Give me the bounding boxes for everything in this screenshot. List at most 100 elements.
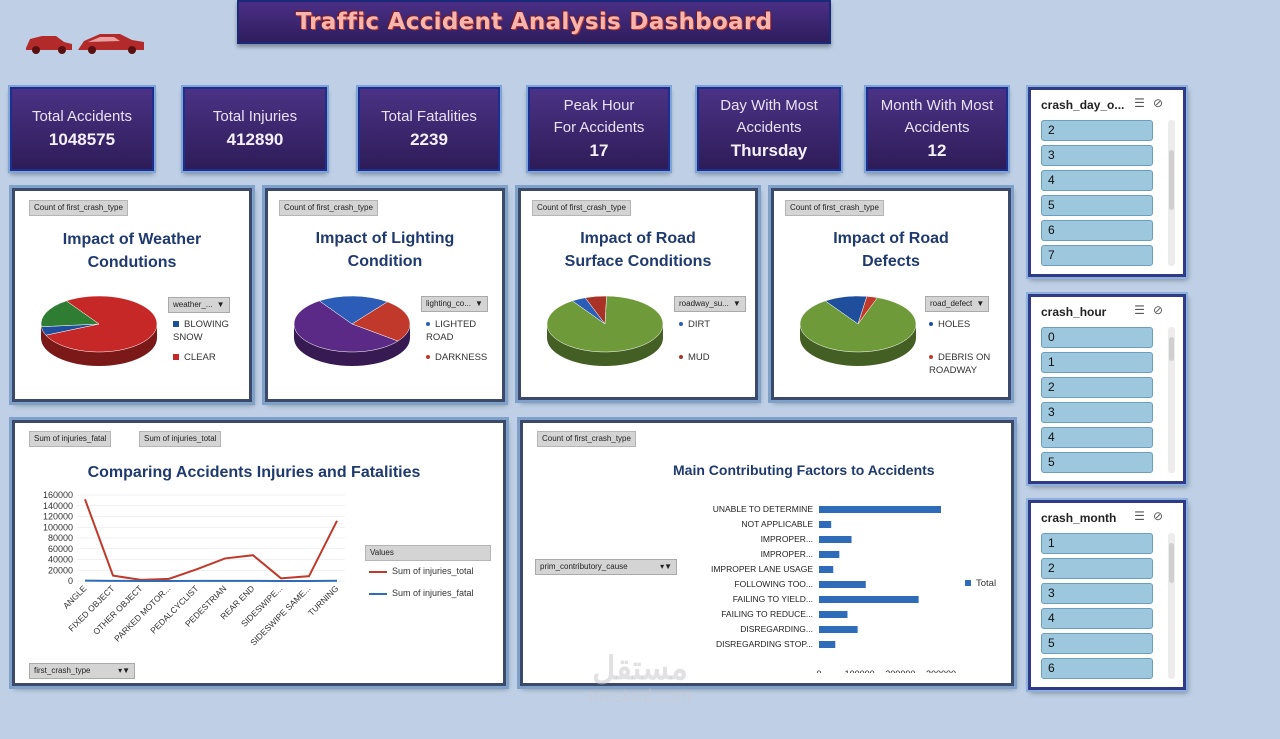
car-logo-icon [22, 28, 148, 56]
filter-icon: ▼ [732, 299, 741, 308]
slicer-title: crash_month [1041, 511, 1117, 525]
kpi-peak-day: Day With Most Accidents Thursday [697, 87, 841, 171]
multi-select-icon[interactable]: ☰ [1134, 96, 1153, 110]
bar[interactable] [819, 581, 866, 588]
lighting-filter[interactable]: lighting_co... ▼ [421, 296, 488, 312]
slicer-item[interactable]: 2 [1041, 558, 1153, 579]
slicer-item[interactable]: 1 [1041, 352, 1153, 373]
slicer-item[interactable]: 3 [1041, 402, 1153, 423]
bar[interactable] [819, 611, 848, 618]
defects-filter[interactable]: road_defect ▼ [925, 296, 990, 312]
field-tag[interactable]: Sum of injuries_fatal [29, 431, 112, 447]
slicer-item[interactable]: 4 [1041, 427, 1153, 448]
pie-side [547, 324, 663, 366]
slicer-item[interactable]: 3 [1041, 145, 1153, 166]
slicer-crash-month: crash_month ☰⊘ 1 2 3 4 5 6 [1028, 500, 1186, 690]
x-tick-label: TURNING [306, 583, 340, 617]
clear-filter-icon[interactable]: ⊘ [1152, 96, 1171, 110]
pie-slice[interactable] [318, 295, 388, 325]
pie-slice[interactable] [546, 295, 664, 353]
x-tick-label: OTHER OBJECT [91, 583, 144, 636]
category-label: UNABLE TO DETERMINE [713, 504, 814, 514]
slicer-item[interactable]: 5 [1041, 452, 1153, 473]
chart-title: Comparing Accidents Injuries and Fatalit… [87, 464, 421, 481]
pie-slice[interactable] [351, 301, 411, 342]
surface-filter[interactable]: roadway_su... ▼ [674, 296, 746, 312]
bar[interactable] [819, 626, 858, 633]
bar[interactable] [819, 506, 941, 513]
legend-item: HOLES [929, 318, 970, 331]
filter-icon: ▾▼ [660, 562, 672, 571]
y-tick-label: 40000 [48, 555, 73, 565]
kpi-value: Thursday [730, 141, 808, 160]
crash-type-filter[interactable]: first_crash_type ▾▼ [29, 663, 135, 679]
bar[interactable] [819, 641, 836, 648]
filter-icon: ▼ [216, 300, 225, 309]
pie-slice[interactable] [40, 300, 100, 327]
slicer-item[interactable]: 6 [1041, 658, 1153, 679]
field-tag[interactable]: Sum of injuries_total [139, 431, 222, 447]
injuries-line-chart: 1600001400001200001000008000060000400002… [43, 490, 345, 648]
multi-select-icon[interactable]: ☰ [1134, 303, 1153, 317]
kpi-label: Peak Hour For Accidents [553, 97, 645, 136]
slicer-item[interactable]: 5 [1041, 195, 1153, 216]
bar[interactable] [819, 596, 919, 603]
slicer-crash-hour: crash_hour ☰⊘ 0 1 2 3 4 5 [1028, 294, 1186, 484]
category-label: FAILING TO REDUCE... [721, 609, 813, 619]
chart-title: Impact of Road Surface Conditions [564, 230, 712, 270]
pie-side [800, 324, 916, 366]
bar[interactable] [819, 521, 832, 528]
slicer-item[interactable]: 7 [1041, 245, 1153, 266]
pie-slice[interactable] [799, 297, 917, 353]
category-label: IMPROPER LANE USAGE [711, 564, 813, 574]
pie-slice[interactable] [293, 300, 399, 353]
x-tick-label: 100000 [845, 669, 875, 673]
slicer-scrollbar[interactable] [1168, 120, 1175, 266]
kpi-label: Total Fatalities [381, 108, 477, 125]
defects-pie [799, 295, 917, 366]
kpi-total-accidents: Total Accidents 1048575 [10, 87, 154, 171]
filter-icon: ▼ [475, 299, 483, 308]
x-tick-label: 0 [816, 669, 821, 673]
cause-filter[interactable]: prim_contributory_cause ▾▼ [535, 559, 677, 575]
series-line[interactable] [84, 498, 338, 581]
x-tick-label: PEDALCYCLIST [148, 583, 200, 635]
legend-item: CLEAR [173, 351, 216, 364]
field-tag[interactable]: Count of first_crash_type [29, 200, 128, 216]
bar[interactable] [819, 566, 834, 573]
kpi-value: 412890 [226, 130, 284, 149]
kpi-peak-month: Month With Most Accidents 12 [866, 87, 1008, 171]
slicer-scrollbar[interactable] [1168, 327, 1175, 473]
field-tag[interactable]: Count of first_crash_type [785, 200, 884, 216]
slicer-scrollbar[interactable] [1168, 533, 1175, 679]
slicer-item[interactable]: 4 [1041, 170, 1153, 191]
kpi-total-fatalities: Total Fatalities 2239 [358, 87, 500, 171]
slicer-item[interactable]: 3 [1041, 583, 1153, 604]
slicer-item[interactable]: 1 [1041, 533, 1153, 554]
slicer-title: crash_hour [1041, 305, 1107, 319]
bar[interactable] [819, 551, 840, 558]
kpi-value: 2239 [410, 130, 448, 149]
category-label: DISREGARDING STOP... [716, 639, 813, 649]
weather-pie [40, 295, 158, 366]
y-tick-label: 120000 [43, 512, 73, 522]
weather-filter[interactable]: weather_... ▼ [168, 297, 230, 313]
slicer-item[interactable]: 0 [1041, 327, 1153, 348]
injuries-chart-panel: Sum of injuries_fatal Sum of injuries_to… [12, 420, 506, 686]
slicer-item[interactable]: 5 [1041, 633, 1153, 654]
bar[interactable] [819, 536, 852, 543]
clear-filter-icon[interactable]: ⊘ [1152, 509, 1171, 523]
weather-chart-panel: Count of first_crash_type Impact of Weat… [12, 188, 252, 402]
category-label: DISREGARDING... [740, 624, 813, 634]
slicer-item[interactable]: 2 [1041, 377, 1153, 398]
slicer-item[interactable]: 4 [1041, 608, 1153, 629]
pie-slice[interactable] [45, 295, 158, 353]
field-tag[interactable]: Count of first_crash_type [279, 200, 378, 216]
slicer-item[interactable]: 6 [1041, 220, 1153, 241]
field-tag[interactable]: Count of first_crash_type [532, 200, 631, 216]
field-tag[interactable]: Count of first_crash_type [537, 431, 636, 447]
clear-filter-icon[interactable]: ⊘ [1152, 303, 1171, 317]
slicer-item[interactable]: 2 [1041, 120, 1153, 141]
multi-select-icon[interactable]: ☰ [1134, 509, 1153, 523]
